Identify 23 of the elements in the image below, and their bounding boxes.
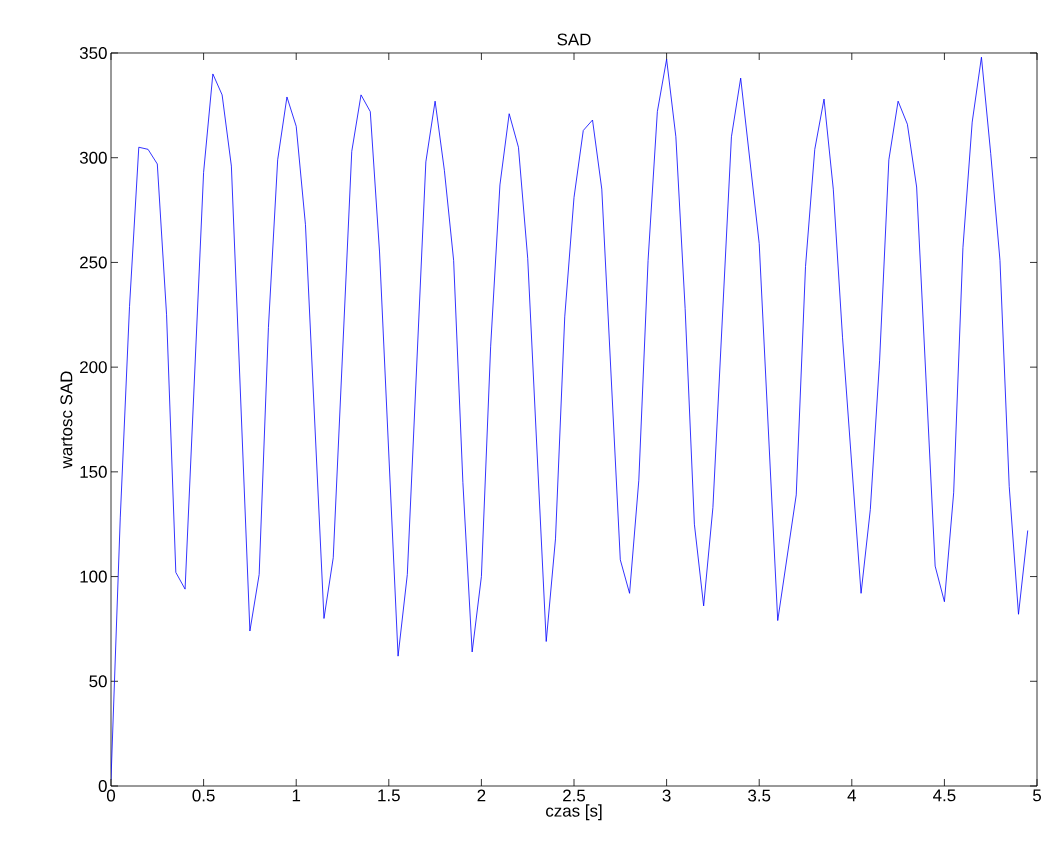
y-tick-label: 0 <box>98 780 107 792</box>
x-tick-label: 1.5 <box>378 789 400 802</box>
x-tick-label: 5 <box>1032 789 1041 802</box>
y-tick-label: 300 <box>79 151 107 164</box>
chart-title: SAD <box>557 33 591 46</box>
y-tick-label: 200 <box>80 361 107 374</box>
y-axis-title: wartosc SAD <box>60 371 73 469</box>
y-tick-label: 50 <box>89 675 107 688</box>
x-tick-label: 0 <box>106 789 116 802</box>
x-tick-label: 3 <box>662 789 671 802</box>
y-tick-label: 150 <box>80 465 107 478</box>
y-tick-label: 100 <box>80 570 107 583</box>
x-tick-label: 4.5 <box>933 789 956 802</box>
x-tick-label: 2 <box>477 789 486 802</box>
line-series <box>111 56 1029 781</box>
x-tick-label: 0.5 <box>192 789 215 802</box>
x-tick-label: 2.5 <box>563 789 586 802</box>
x-tick-label: 3.5 <box>748 789 771 802</box>
y-tick-label: 350 <box>79 47 107 59</box>
y-tick-label: 250 <box>80 256 107 269</box>
x-tick-label: 1 <box>292 789 301 802</box>
x-axis-title: czas [s] <box>546 804 602 821</box>
x-tick-label: 4 <box>847 789 857 802</box>
